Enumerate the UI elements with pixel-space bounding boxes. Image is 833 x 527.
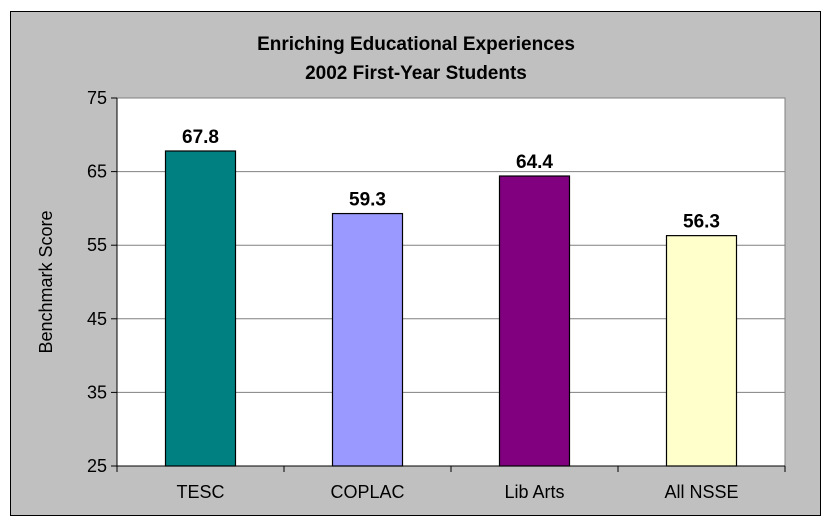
y-tick-label: 65 [87, 162, 107, 182]
bars [164, 150, 738, 467]
x-tick-label: Lib Arts [504, 482, 564, 502]
y-tick-label: 75 [87, 88, 107, 108]
chart-subtitle: 2002 First-Year Students [305, 63, 527, 84]
x-tick-label: TESC [176, 482, 224, 502]
y-tick-label: 55 [87, 235, 107, 255]
x-tick-label: COPLAC [330, 482, 404, 502]
y-tick-label: 45 [87, 309, 107, 329]
data-label: 59.3 [349, 190, 386, 211]
bar [164, 150, 237, 467]
y-tick-label: 35 [87, 382, 107, 402]
axes [111, 97, 786, 472]
data-label: 67.8 [182, 127, 219, 148]
y-tick-label: 25 [87, 456, 107, 476]
labels: 25 35 45 55 65 75 67.8 TESC 59.3 COPLAC 64.4 Lib Ar… [87, 88, 739, 502]
x-tick-label: All NSSE [664, 482, 738, 502]
data-label: 64.4 [516, 152, 553, 173]
bar [331, 212, 404, 467]
chart-title: Enriching Educational Experiences [257, 34, 575, 55]
bar [665, 235, 738, 467]
data-label: 56.3 [683, 212, 720, 233]
bar [498, 175, 571, 467]
y-axis-title: Benchmark Score [36, 210, 56, 353]
